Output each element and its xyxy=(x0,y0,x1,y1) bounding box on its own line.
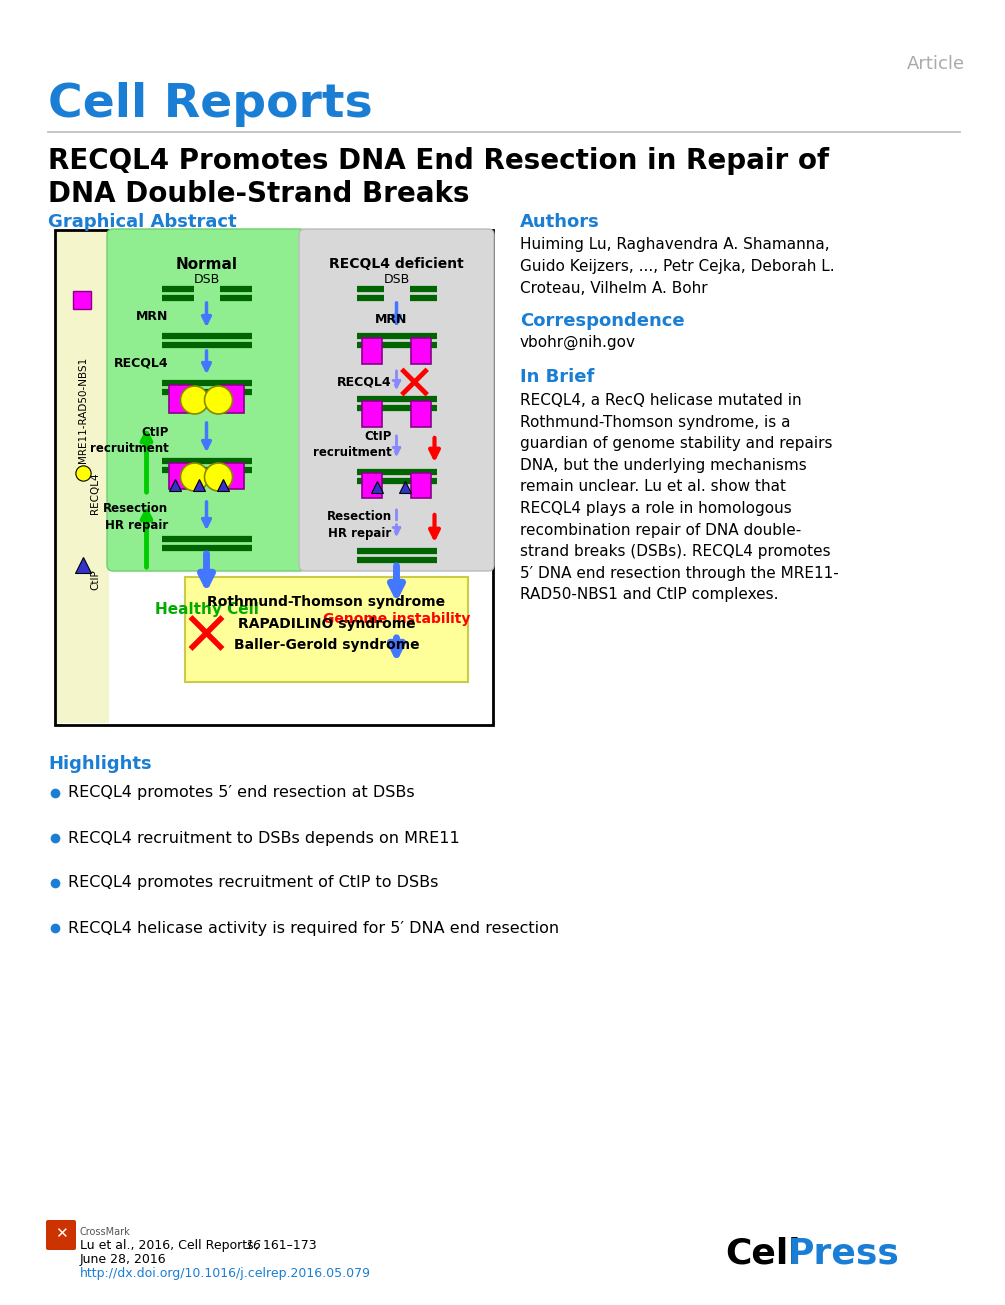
Text: RECQL4 recruitment to DSBs depends on MRE11: RECQL4 recruitment to DSBs depends on MR… xyxy=(68,830,459,846)
Text: RECQL4 deficient: RECQL4 deficient xyxy=(329,257,464,271)
Bar xyxy=(410,338,430,364)
Text: In Brief: In Brief xyxy=(520,368,594,386)
Text: CtIP: CtIP xyxy=(90,569,101,590)
Bar xyxy=(57,232,109,723)
Circle shape xyxy=(181,463,208,491)
Text: MRE11-RAD50-NBS1: MRE11-RAD50-NBS1 xyxy=(78,356,88,463)
Text: RECQL4: RECQL4 xyxy=(90,472,101,514)
Text: 16: 16 xyxy=(245,1238,261,1251)
Text: RECQL4 promotes recruitment of CtIP to DSBs: RECQL4 promotes recruitment of CtIP to D… xyxy=(68,876,438,890)
Text: MRN: MRN xyxy=(375,313,408,326)
Text: Highlights: Highlights xyxy=(48,756,152,773)
Bar xyxy=(410,472,430,499)
Text: DNA Double-Strand Breaks: DNA Double-Strand Breaks xyxy=(48,180,469,207)
Bar xyxy=(73,291,91,309)
Bar xyxy=(221,463,243,489)
Text: RECQL4, a RecQ helicase mutated in
Rothmund-Thomson syndrome, is a
guardian of g: RECQL4, a RecQ helicase mutated in Rothm… xyxy=(520,393,839,603)
Text: Graphical Abstract: Graphical Abstract xyxy=(48,213,236,231)
Text: RECQL4: RECQL4 xyxy=(337,376,392,389)
Text: Healthy Cell: Healthy Cell xyxy=(155,602,258,617)
Text: Resection
HR repair: Resection HR repair xyxy=(104,502,169,531)
Text: Authors: Authors xyxy=(520,213,600,231)
FancyBboxPatch shape xyxy=(185,577,468,683)
Bar xyxy=(362,338,382,364)
Bar xyxy=(362,401,382,427)
Text: , 161–173: , 161–173 xyxy=(255,1238,317,1251)
Text: RECQL4: RECQL4 xyxy=(114,356,169,369)
Text: CrossMark: CrossMark xyxy=(80,1227,131,1237)
Text: RECQL4 helicase activity is required for 5′ DNA end resection: RECQL4 helicase activity is required for… xyxy=(68,920,559,936)
Bar xyxy=(169,385,191,412)
Text: Genome instability: Genome instability xyxy=(323,612,470,626)
Text: RECQL4 promotes 5′ end resection at DSBs: RECQL4 promotes 5′ end resection at DSBs xyxy=(68,786,415,800)
FancyBboxPatch shape xyxy=(299,228,494,572)
Circle shape xyxy=(181,386,208,414)
Text: vbohr@nih.gov: vbohr@nih.gov xyxy=(520,335,636,350)
Text: Cell Reports: Cell Reports xyxy=(48,82,373,127)
Text: ✕: ✕ xyxy=(54,1227,67,1241)
Text: Lu et al., 2016, Cell Reports: Lu et al., 2016, Cell Reports xyxy=(80,1238,257,1251)
Text: Correspondence: Correspondence xyxy=(520,312,684,330)
Text: Normal: Normal xyxy=(176,257,237,271)
Bar xyxy=(362,472,382,499)
Circle shape xyxy=(204,463,232,491)
Text: CtIP
recruitment: CtIP recruitment xyxy=(89,427,169,455)
Bar xyxy=(169,463,191,489)
Bar xyxy=(221,385,243,412)
Text: DSB: DSB xyxy=(383,273,410,286)
Text: Article: Article xyxy=(907,55,965,73)
Text: MRN: MRN xyxy=(136,311,169,324)
Bar xyxy=(410,401,430,427)
Text: http://dx.doi.org/10.1016/j.celrep.2016.05.079: http://dx.doi.org/10.1016/j.celrep.2016.… xyxy=(80,1267,371,1280)
Text: Rothmund-Thomson syndrome
RAPADILINO syndrome
Baller-Gerold syndrome: Rothmund-Thomson syndrome RAPADILINO syn… xyxy=(207,595,445,652)
FancyBboxPatch shape xyxy=(46,1220,76,1250)
Text: CtIP
recruitment: CtIP recruitment xyxy=(313,431,392,459)
Bar xyxy=(55,230,493,726)
Text: June 28, 2016: June 28, 2016 xyxy=(80,1253,167,1266)
FancyBboxPatch shape xyxy=(107,228,306,572)
Circle shape xyxy=(204,386,232,414)
Text: DSB: DSB xyxy=(193,273,220,286)
Text: Resection
HR repair: Resection HR repair xyxy=(327,510,392,539)
Text: RECQL4 Promotes DNA End Resection in Repair of: RECQL4 Promotes DNA End Resection in Rep… xyxy=(48,147,829,175)
Text: Cell: Cell xyxy=(725,1237,801,1271)
Text: Press: Press xyxy=(788,1237,899,1271)
Text: Huiming Lu, Raghavendra A. Shamanna,
Guido Keijzers, ..., Petr Cejka, Deborah L.: Huiming Lu, Raghavendra A. Shamanna, Gui… xyxy=(520,238,834,296)
